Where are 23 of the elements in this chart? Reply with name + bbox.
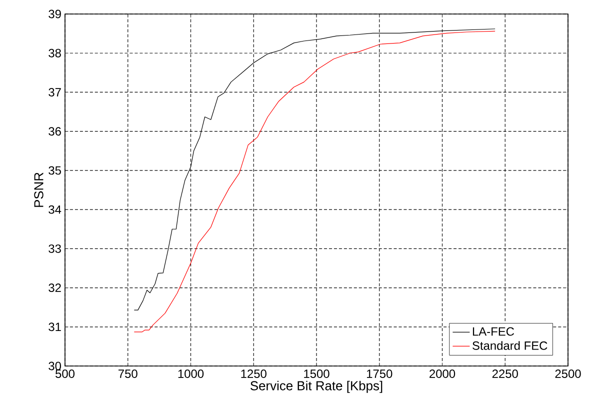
y-tick-label: 36 bbox=[48, 127, 61, 136]
x-tick-label: 500 bbox=[56, 370, 75, 378]
x-tick-label: 1500 bbox=[304, 370, 330, 378]
x-tick-label: 750 bbox=[118, 370, 138, 378]
x-axis-title: Service Bit Rate [Kbps] bbox=[250, 380, 382, 393]
x-tick-label: 2250 bbox=[492, 370, 518, 378]
x-tick-label: 1750 bbox=[366, 370, 392, 378]
x-tick-label: 2500 bbox=[555, 370, 581, 378]
y-axis-title: PSNR bbox=[34, 172, 44, 207]
legend-label: LA-FEC bbox=[472, 327, 514, 336]
y-tick-label: 33 bbox=[48, 244, 61, 253]
y-tick-label: 32 bbox=[48, 284, 61, 292]
x-tick-label: 1250 bbox=[241, 370, 266, 378]
y-tick-label: 30 bbox=[48, 362, 62, 370]
y-tick-label: 37 bbox=[48, 88, 61, 96]
y-tick-label: 39 bbox=[48, 10, 61, 18]
y-tick-label: 31 bbox=[48, 322, 61, 332]
x-tick-label: 1000 bbox=[178, 370, 204, 378]
y-tick-label: 38 bbox=[48, 48, 61, 58]
legend-label: Standard FEC bbox=[472, 341, 548, 350]
x-tick-label: 2000 bbox=[430, 370, 456, 378]
y-tick-label: 35 bbox=[48, 166, 61, 175]
y-tick-label: 34 bbox=[48, 205, 62, 214]
